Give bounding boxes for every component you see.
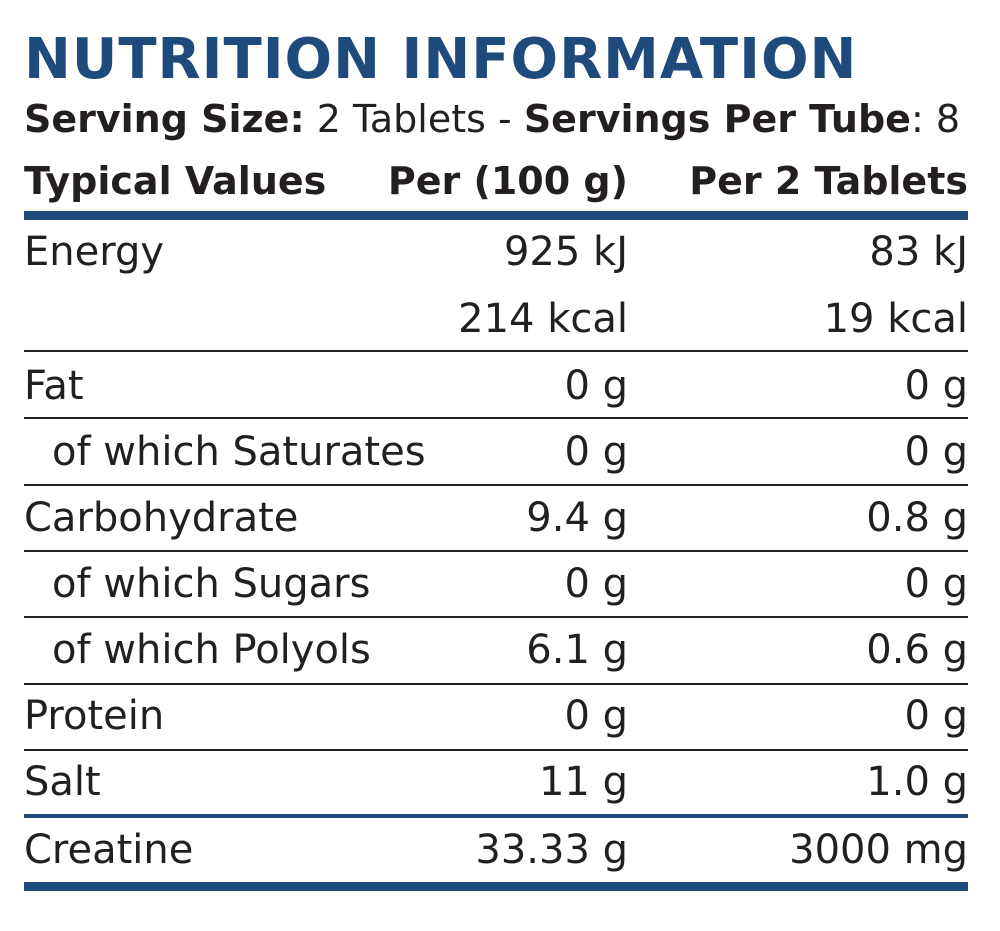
nutrient-name: of which Polyols [52, 627, 371, 673]
serving-size-label: Serving Size: [24, 97, 305, 141]
row-divider [24, 616, 968, 618]
nutrient-name: of which Sugars [52, 561, 371, 607]
creatine-divider [24, 814, 968, 818]
row-divider [24, 550, 968, 552]
value-per-100g: 11 g [538, 759, 628, 805]
table-header: Typical Values Per (100 g) Per 2 Tablets [24, 156, 968, 208]
header-per-100g: Per (100 g) [387, 159, 628, 203]
value-per-serving: 0 g [904, 429, 968, 475]
bottom-divider [24, 882, 968, 891]
value-per-100g: 0 g [564, 693, 628, 739]
nutrient-name: of which Saturates [52, 429, 426, 475]
row-divider [24, 683, 968, 685]
header-typical-values: Typical Values [24, 159, 327, 203]
value-per-100g: 33.33 g [475, 827, 628, 873]
panel-title: NUTRITION INFORMATION [24, 27, 858, 92]
row-divider [24, 484, 968, 486]
header-per-serving: Per 2 Tablets [689, 159, 968, 203]
value-per-serving: 0.8 g [866, 495, 968, 541]
value-per-serving: 83 kJ [869, 229, 968, 275]
value-per-serving: 0 g [904, 561, 968, 607]
value-per-100g: 0 g [564, 429, 628, 475]
value-per-100g: 6.1 g [526, 627, 628, 673]
serving-info: Serving Size: 2 Tablets - Servings Per T… [24, 96, 968, 142]
value-per-serving: 19 kcal [823, 296, 968, 342]
value-per-serving: 0.6 g [866, 627, 968, 673]
value-per-serving: 3000 mg [789, 827, 968, 873]
nutrient-name: Carbohydrate [24, 495, 299, 541]
servings-per-tube-label: Servings Per Tube [523, 97, 911, 141]
nutrient-name: Energy [24, 229, 165, 275]
row-divider [24, 350, 968, 352]
nutrient-name: Protein [24, 693, 165, 739]
row-divider [24, 749, 968, 751]
nutrient-name: Creatine [24, 827, 194, 873]
servings-per-tube-value: : 8 [910, 97, 961, 141]
row-divider [24, 417, 968, 419]
serving-size-value: 2 Tablets - [304, 97, 524, 141]
value-per-serving: 1.0 g [866, 759, 968, 805]
value-per-serving: 0 g [904, 693, 968, 739]
value-per-100g: 925 kJ [503, 229, 628, 275]
value-per-100g: 0 g [564, 561, 628, 607]
nutrient-name: Salt [24, 759, 101, 805]
header-divider [24, 211, 968, 220]
value-per-100g: 214 kcal [458, 296, 628, 342]
value-per-serving: 0 g [904, 363, 968, 409]
nutrient-name: Fat [24, 363, 84, 409]
value-per-100g: 0 g [564, 363, 628, 409]
value-per-100g: 9.4 g [526, 495, 628, 541]
